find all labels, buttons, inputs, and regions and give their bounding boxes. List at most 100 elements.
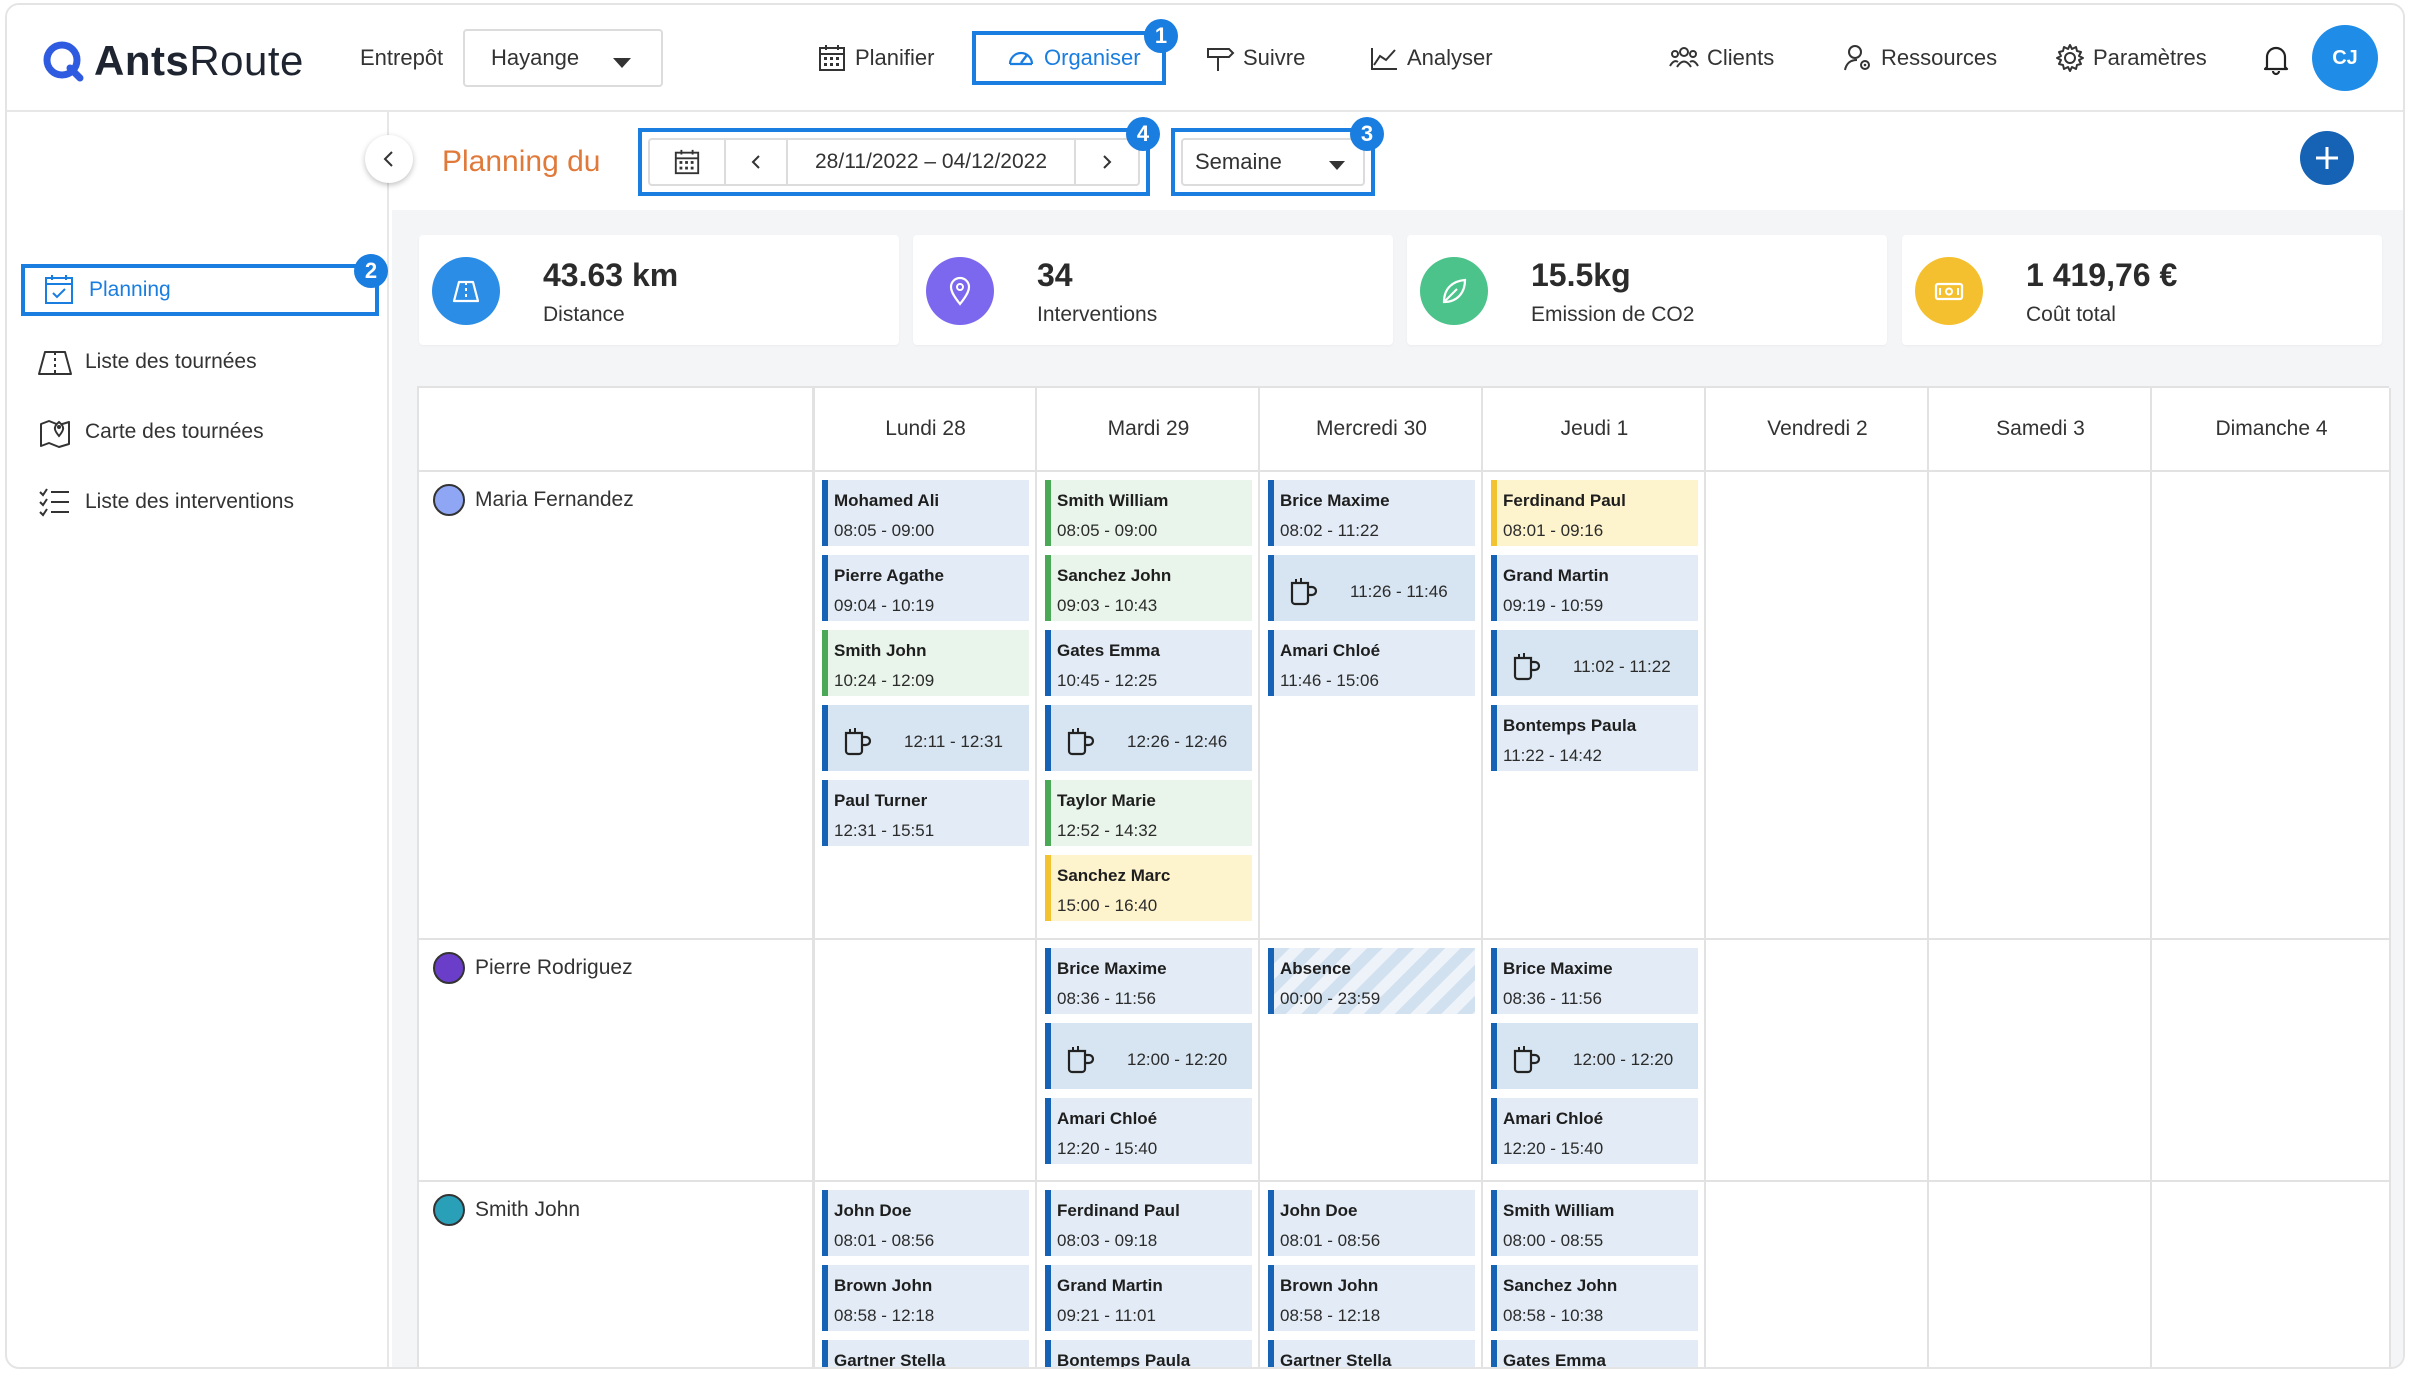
nav-planifier[interactable]: Planifier — [817, 31, 934, 85]
intervention-card[interactable]: Brown John 08:58 - 12:18 — [1268, 1265, 1475, 1331]
view-select[interactable]: Semaine — [1171, 128, 1375, 196]
nav-analyser[interactable]: Analyser — [1369, 31, 1493, 85]
intervention-card[interactable]: Bontemps Paula — [1045, 1340, 1252, 1367]
antsroute-logo[interactable]: AntsRoute — [42, 37, 304, 85]
stat-card: 43.63 km Distance — [419, 235, 899, 345]
bell-icon[interactable] — [2259, 42, 2293, 76]
intervention-card[interactable]: Taylor Marie 12:52 - 14:32 — [1045, 780, 1252, 846]
card-client-name: Sanchez John — [1503, 1276, 1618, 1295]
break-card[interactable]: 12:00 - 12:20 — [1045, 1023, 1252, 1089]
intervention-card[interactable]: Grand Martin 09:21 - 11:01 — [1045, 1265, 1252, 1331]
callout-badge-2: 2 — [354, 254, 388, 288]
card-client-name: Ferdinand Paul — [1503, 491, 1626, 510]
stat-value: 1 419,76 € — [2026, 257, 2178, 293]
resource-row-label[interactable]: Smith John — [433, 1194, 580, 1226]
break-card[interactable]: 12:26 - 12:46 — [1045, 705, 1252, 771]
plus-icon — [2316, 147, 2338, 169]
stat-label: Distance — [543, 303, 625, 326]
entrepot-select[interactable]: Hayange — [463, 29, 663, 87]
user-avatar[interactable]: CJ — [2312, 25, 2378, 91]
card-time: 09:03 - 10:43 — [1057, 596, 1158, 615]
intervention-card[interactable]: John Doe 08:01 - 08:56 — [822, 1190, 1029, 1256]
intervention-card[interactable]: Amari Chloé 12:20 - 15:40 — [1045, 1098, 1252, 1164]
intervention-card[interactable]: Amari Chloé 12:20 - 15:40 — [1491, 1098, 1698, 1164]
intervention-card[interactable]: Brice Maxime 08:36 - 11:56 — [1045, 948, 1252, 1014]
map-pin-icon — [40, 420, 70, 448]
intervention-card[interactable]: Sanchez John 09:03 - 10:43 — [1045, 555, 1252, 621]
intervention-card[interactable]: Mohamed Ali 08:05 - 09:00 — [822, 480, 1029, 546]
nav-suivre[interactable]: Suivre — [1205, 31, 1305, 85]
break-card[interactable]: 11:02 - 11:22 — [1491, 630, 1698, 696]
stat-card: 15.5kg Emission de CO2 — [1407, 235, 1887, 345]
card-client-name: Pierre Agathe — [834, 566, 944, 585]
sidebar-item-liste-tournees-label: Liste des tournées — [85, 350, 257, 373]
next-week-button[interactable] — [1076, 140, 1138, 184]
card-client-name: Amari Chloé — [1280, 641, 1381, 660]
break-card[interactable]: 12:00 - 12:20 — [1491, 1023, 1698, 1089]
card-time: 12:52 - 14:32 — [1057, 821, 1158, 840]
intervention-card[interactable]: Grand Martin 09:19 - 10:59 — [1491, 555, 1698, 621]
break-card[interactable]: 12:11 - 12:31 — [822, 705, 1029, 771]
break-card[interactable]: 11:26 - 11:46 — [1268, 555, 1475, 621]
date-range-text[interactable]: 28/11/2022 – 04/12/2022 — [788, 140, 1076, 184]
calendar-button[interactable] — [650, 140, 726, 184]
intervention-card[interactable]: Ferdinand Paul 08:01 - 09:16 — [1491, 480, 1698, 546]
intervention-card[interactable]: John Doe 08:01 - 08:56 — [1268, 1190, 1475, 1256]
intervention-card[interactable]: Gates Emma 10:45 - 12:25 — [1045, 630, 1252, 696]
add-button[interactable] — [2300, 131, 2354, 185]
nav-parametres[interactable]: Paramètres — [2055, 31, 2207, 85]
nav-organiser[interactable]: Organiser — [972, 31, 1166, 85]
stat-label: Emission de CO2 — [1531, 303, 1695, 326]
card-time: 11:22 - 14:42 — [1503, 746, 1602, 765]
caret-down-icon — [613, 58, 631, 68]
previous-week-button[interactable] — [726, 140, 788, 184]
card-time: 08:05 - 09:00 — [834, 521, 935, 540]
intervention-card[interactable]: Gates Emma — [1491, 1340, 1698, 1367]
intervention-card[interactable]: Sanchez John 08:58 - 10:38 — [1491, 1265, 1698, 1331]
card-time: 08:02 - 11:22 — [1280, 521, 1379, 540]
intervention-card[interactable]: Brice Maxime 08:02 - 11:22 — [1268, 480, 1475, 546]
intervention-card[interactable]: Gartner Stella — [1268, 1340, 1475, 1367]
day-header: Mardi 29 — [1107, 417, 1190, 440]
resource-color-dot — [433, 952, 465, 984]
resource-row-label[interactable]: Maria Fernandez — [433, 484, 634, 516]
card-time: 08:36 - 11:56 — [1057, 989, 1156, 1008]
day-header: Vendredi 2 — [1767, 417, 1868, 440]
intervention-card[interactable]: Amari Chloé 11:46 - 15:06 — [1268, 630, 1475, 696]
card-time: 15:00 - 16:40 — [1057, 896, 1158, 915]
stat-card: 1 419,76 € Coût total — [1902, 235, 2382, 345]
day-header: Mercredi 30 — [1316, 417, 1427, 440]
absence-card[interactable]: Absence 00:00 - 23:59 — [1268, 948, 1475, 1014]
sidebar-item-planning[interactable]: Planning — [21, 264, 379, 316]
intervention-card[interactable]: Brice Maxime 08:36 - 11:56 — [1491, 948, 1698, 1014]
intervention-card[interactable]: Ferdinand Paul 08:03 - 09:18 — [1045, 1190, 1252, 1256]
sidebar-item-liste-interventions[interactable]: Liste des interventions — [37, 487, 294, 517]
card-client-name: Taylor Marie — [1057, 791, 1156, 810]
intervention-card[interactable]: Smith William 08:00 - 08:55 — [1491, 1190, 1698, 1256]
intervention-card[interactable]: Sanchez Marc 15:00 - 16:40 — [1045, 855, 1252, 921]
card-client-name: Grand Martin — [1057, 1276, 1163, 1295]
sidebar-item-carte-tournees-label: Carte des tournées — [85, 420, 264, 443]
intervention-card[interactable]: Gartner Stella — [822, 1340, 1029, 1367]
coffee-cup-icon — [1513, 653, 1541, 681]
card-client-name: Sanchez John — [1057, 566, 1172, 585]
callout-badge-3: 3 — [1350, 117, 1384, 151]
intervention-card[interactable]: Bontemps Paula 11:22 - 14:42 — [1491, 705, 1698, 771]
intervention-card[interactable]: Smith John 10:24 - 12:09 — [822, 630, 1029, 696]
entrepot-value: Hayange — [491, 45, 580, 70]
nav-ressources[interactable]: Ressources — [1843, 31, 1997, 85]
resource-row-label[interactable]: Pierre Rodriguez — [433, 952, 633, 984]
intervention-card[interactable]: Pierre Agathe 09:04 - 10:19 — [822, 555, 1029, 621]
day-header: Dimanche 4 — [2215, 417, 2328, 440]
sidebar-item-liste-tournees[interactable]: Liste des tournées — [37, 347, 257, 377]
grid-column-divider — [2150, 388, 2152, 1367]
intervention-card[interactable]: Paul Turner 12:31 - 15:51 — [822, 780, 1029, 846]
nav-clients[interactable]: Clients — [1669, 31, 1774, 85]
intervention-card[interactable]: Brown John 08:58 - 12:18 — [822, 1265, 1029, 1331]
stat-label: Interventions — [1037, 303, 1158, 326]
break-time: 11:02 - 11:22 — [1573, 657, 1671, 676]
intervention-card[interactable]: Smith William 08:05 - 09:00 — [1045, 480, 1252, 546]
sidebar-item-carte-tournees[interactable]: Carte des tournées — [37, 417, 264, 448]
collapse-sidebar-button[interactable] — [365, 135, 413, 183]
card-time: 08:58 - 12:18 — [1280, 1306, 1381, 1325]
